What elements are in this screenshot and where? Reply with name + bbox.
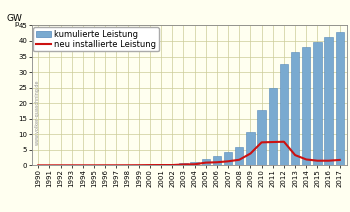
Bar: [224, 152, 232, 165]
Bar: [302, 47, 310, 165]
Bar: [291, 53, 299, 165]
Bar: [157, 164, 165, 165]
Bar: [313, 42, 322, 165]
Text: www.volker-quaschning.de: www.volker-quaschning.de: [35, 80, 40, 145]
Bar: [235, 147, 244, 165]
Bar: [202, 159, 210, 165]
Text: p: p: [14, 21, 19, 26]
Bar: [246, 132, 255, 165]
Bar: [280, 64, 288, 165]
Text: GW: GW: [6, 14, 22, 23]
Bar: [168, 164, 176, 165]
Bar: [268, 88, 277, 165]
Bar: [179, 163, 188, 165]
Bar: [336, 32, 344, 165]
Bar: [190, 162, 199, 165]
Bar: [213, 156, 221, 165]
Legend: kumulierte Leistung, neu installierte Leistung: kumulierte Leistung, neu installierte Le…: [33, 27, 159, 51]
Bar: [257, 110, 266, 165]
Bar: [324, 37, 333, 165]
